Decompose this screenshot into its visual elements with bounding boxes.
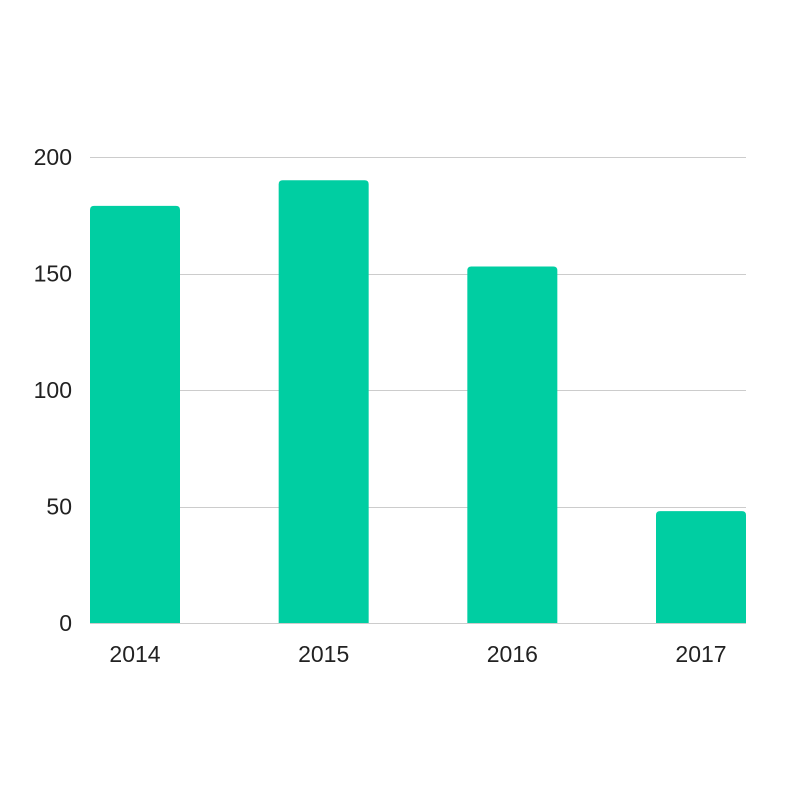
bar-2015 — [278, 180, 369, 624]
x-tick-label: 2014 — [109, 641, 160, 667]
y-tick-label: 50 — [46, 494, 72, 520]
bars — [90, 180, 746, 624]
x-axis-ticks: 2014 2015 2016 2017 — [109, 641, 726, 667]
y-axis-ticks: 0 50 100 150 200 — [34, 144, 72, 636]
bar-2016 — [467, 266, 558, 623]
x-tick-label: 2015 — [298, 641, 349, 667]
x-tick-label: 2016 — [487, 641, 538, 667]
bar-2017 — [656, 511, 746, 623]
y-tick-label: 200 — [34, 144, 72, 170]
x-tick-label: 2017 — [675, 641, 726, 667]
y-tick-label: 0 — [59, 610, 72, 636]
y-tick-label: 100 — [34, 377, 72, 403]
gridlines — [90, 157, 746, 624]
bar-2014 — [90, 205, 180, 623]
y-tick-label: 150 — [34, 261, 72, 287]
